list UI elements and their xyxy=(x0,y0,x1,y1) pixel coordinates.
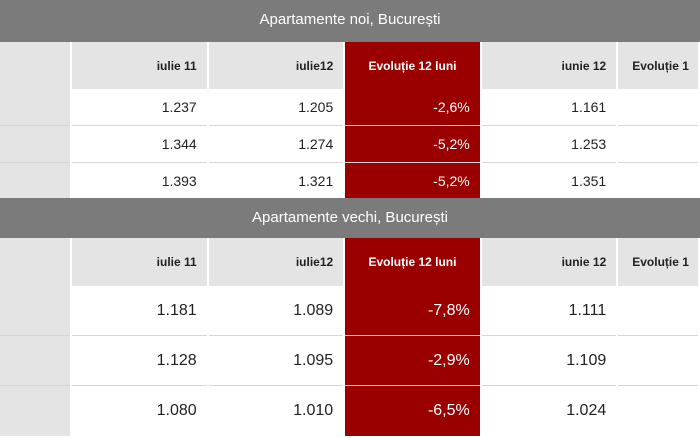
table-old-apartments: iulie 11 iulie12 Evoluție 12 luni iunie … xyxy=(0,238,700,436)
value-july-12: 1.205 xyxy=(208,89,344,126)
value-evolution-1 xyxy=(618,286,698,336)
table-row: ra 1.237 1.205 -2,6% 1.161 xyxy=(0,89,698,126)
header-july-11: iulie 11 xyxy=(72,42,207,89)
header-evolution-12-months: Evoluție 12 luni xyxy=(345,42,480,89)
value-evolution-1 xyxy=(618,126,698,163)
row-label: re xyxy=(0,336,71,386)
value-july-12: 1.274 xyxy=(208,126,344,163)
value-july-11: 1.344 xyxy=(72,126,207,163)
header-evolution-12-months: Evoluție 12 luni xyxy=(345,238,480,286)
value-july-12: 1.010 xyxy=(293,402,334,419)
value-evolution-12-months: -6,5% xyxy=(345,386,480,436)
value-evolution-12-months: -2,9% xyxy=(345,336,480,386)
section-title-new-apartments: Apartamente noi, București xyxy=(0,0,700,42)
value-july-11: 1.237 xyxy=(72,89,207,126)
value-evolution-12-months: -5,2% xyxy=(345,126,480,163)
value-june-12: 1.111 xyxy=(481,286,617,336)
table-row: re 1.344 1.274 -5,2% 1.253 xyxy=(0,126,698,163)
row-label: re xyxy=(0,386,71,436)
value-july-11: 1.080 xyxy=(156,402,197,419)
header-evolution-1: Evoluție 1 xyxy=(618,42,698,89)
value-july-11: 1.393 xyxy=(161,172,197,189)
header-july-11: iulie 11 xyxy=(72,238,207,286)
table-row: ra 1.181 1.089 -7,8% 1.111 xyxy=(0,286,698,336)
value-july-12: 1.321 xyxy=(298,172,334,189)
value-evolution-12-months: -2,6% xyxy=(345,89,480,126)
value-june-12: 1.024 xyxy=(566,402,607,419)
table-new-apartments: iulie 11 iulie12 Evoluție 12 luni iunie … xyxy=(0,42,700,198)
header-july-12: iulie12 xyxy=(208,42,344,89)
value-july-11: 1.181 xyxy=(72,286,207,336)
row-label: re xyxy=(0,163,71,198)
value-july-12: 1.095 xyxy=(208,336,344,386)
header-row: iulie 11 iulie12 Evoluție 12 luni iunie … xyxy=(0,42,698,89)
header-label-cell xyxy=(0,42,71,89)
table-row: re 1.080 1.010 -6,5% 1.024 xyxy=(0,386,698,436)
value-june-12: 1.253 xyxy=(481,126,617,163)
value-evolution-1 xyxy=(618,89,698,126)
row-label: re xyxy=(0,126,71,163)
value-june-12: 1.351 xyxy=(571,172,607,189)
value-evolution-1 xyxy=(618,386,698,436)
header-evolution-1: Evoluție 1 xyxy=(618,238,698,286)
table-row: re 1.128 1.095 -2,9% 1.109 xyxy=(0,336,698,386)
header-june-12: iunie 12 xyxy=(481,42,617,89)
value-evolution-12-months: -7,8% xyxy=(345,286,480,336)
value-july-12: 1.089 xyxy=(208,286,344,336)
row-label: ra xyxy=(0,286,71,336)
row-label: ra xyxy=(0,89,71,126)
value-july-11: 1.128 xyxy=(72,336,207,386)
value-evolution-12-months: -5,2% xyxy=(345,163,480,198)
section-title-old-apartments: Apartamente vechi, București xyxy=(0,198,700,238)
value-june-12: 1.109 xyxy=(481,336,617,386)
header-july-12: iulie12 xyxy=(208,238,344,286)
header-june-12: iunie 12 xyxy=(481,238,617,286)
value-evolution-1 xyxy=(618,336,698,386)
header-label-cell xyxy=(0,238,71,286)
header-row: iulie 11 iulie12 Evoluție 12 luni iunie … xyxy=(0,238,698,286)
table-row: re 1.393 1.321 -5,2% 1.351 xyxy=(0,163,698,198)
value-june-12: 1.161 xyxy=(481,89,617,126)
value-evolution-1 xyxy=(618,163,698,198)
